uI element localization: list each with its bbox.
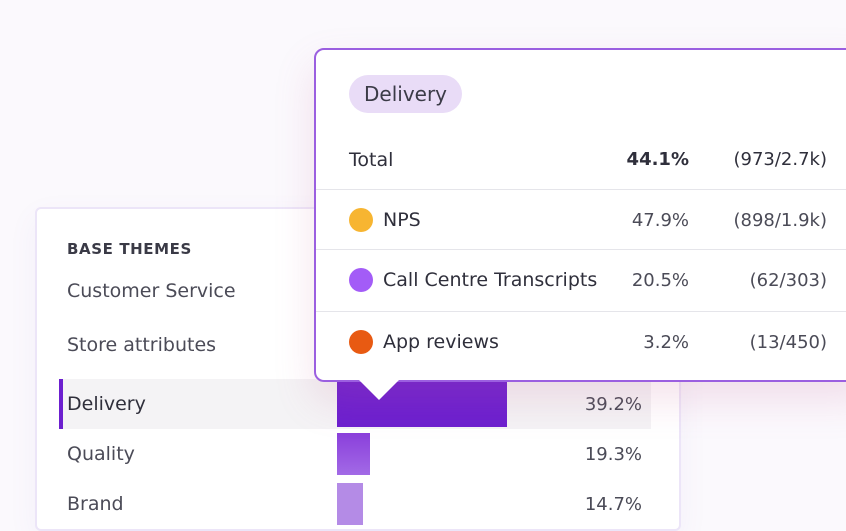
theme-row-store-attributes[interactable]: Store attributes bbox=[59, 320, 651, 370]
source-count: (898/1.9k) bbox=[733, 209, 827, 231]
theme-row-delivery[interactable]: Delivery 39.2% bbox=[59, 379, 651, 429]
theme-row-quality[interactable]: Quality 19.3% bbox=[59, 429, 651, 479]
theme-row-brand[interactable]: Brand 14.7% bbox=[59, 479, 651, 529]
theme-percent: 39.2% bbox=[584, 393, 642, 415]
base-themes-heading: BASE THEMES bbox=[67, 240, 192, 258]
theme-label: Customer Service bbox=[67, 280, 236, 302]
total-label: Total bbox=[349, 148, 394, 171]
source-label: Call Centre Transcripts bbox=[383, 269, 598, 291]
theme-chip: Delivery bbox=[349, 75, 463, 113]
source-row-call-centre[interactable]: Call Centre Transcripts 20.5% (62/303) bbox=[316, 249, 846, 310]
source-label: App reviews bbox=[383, 331, 499, 353]
source-row-app-reviews[interactable]: App reviews 3.2% (13/450) bbox=[316, 311, 846, 372]
source-percent: 3.2% bbox=[643, 331, 689, 353]
source-percent: 20.5% bbox=[631, 269, 689, 291]
theme-percent: 14.7% bbox=[584, 493, 642, 515]
theme-label: Quality bbox=[67, 443, 135, 465]
theme-label: Brand bbox=[67, 493, 124, 515]
theme-row-customer-service[interactable]: Customer Service bbox=[59, 266, 651, 316]
total-row: Total 44.1% (973/2.7k) bbox=[316, 129, 846, 190]
source-label: NPS bbox=[383, 209, 421, 231]
source-count: (13/450) bbox=[749, 331, 827, 353]
tooltip-pointer bbox=[359, 380, 399, 400]
source-count: (62/303) bbox=[749, 269, 827, 291]
theme-label: Delivery bbox=[67, 393, 146, 415]
source-color-dot bbox=[349, 268, 373, 292]
source-color-dot bbox=[349, 208, 373, 232]
theme-bar bbox=[337, 433, 370, 475]
theme-detail-tooltip: Delivery Total 44.1% (973/2.7k) NPS 47.9… bbox=[314, 48, 846, 400]
source-row-nps[interactable]: NPS 47.9% (898/1.9k) bbox=[316, 189, 846, 250]
source-percent: 47.9% bbox=[631, 209, 689, 231]
total-count: (973/2.7k) bbox=[733, 149, 827, 170]
theme-percent: 19.3% bbox=[584, 443, 642, 465]
source-color-dot bbox=[349, 330, 373, 354]
total-percent: 44.1% bbox=[626, 149, 689, 170]
theme-label: Store attributes bbox=[67, 334, 217, 356]
theme-bar bbox=[337, 483, 363, 525]
